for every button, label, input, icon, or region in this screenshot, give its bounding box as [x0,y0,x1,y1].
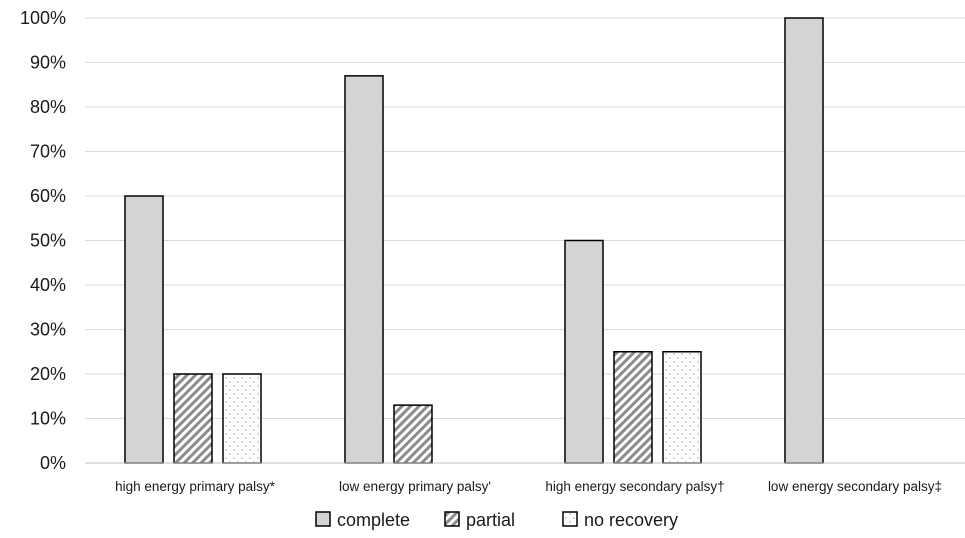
y-tick-label: 10% [30,409,66,429]
bar-complete-3 [564,239,604,464]
bar-complete-2 [344,75,384,464]
y-tick-label: 80% [30,97,66,117]
bar-complete-1 [124,195,164,464]
legend-swatch-complete [315,511,331,527]
legend-label: no recovery [584,510,678,530]
legend: complete partial no recovery [315,510,678,530]
y-tick-label: 50% [30,231,66,251]
y-axis: 0% 10% 20% 30% 40% 50% 60% 70% 80% 90% 100% [20,8,66,473]
legend-label: partial [466,510,515,530]
y-tick-label: 30% [30,320,66,340]
legend-swatch-no-recovery [562,511,578,527]
x-tick-label: high energy primary palsy* [115,479,276,494]
bar-no-recovery-1 [222,373,262,464]
bar-partial-1 [173,373,213,464]
x-axis: high energy primary palsy* low energy pri… [85,462,965,494]
y-tick-label: 60% [30,186,66,206]
y-tick-label: 0% [40,453,66,473]
bar-complete-4 [784,17,824,464]
gridlines [85,17,965,419]
bar-partial-3 [613,351,653,464]
x-tick-label: low energy primary palsy' [339,479,491,494]
y-tick-label: 40% [30,275,66,295]
y-tick-label: 100% [20,8,66,28]
y-tick-label: 20% [30,364,66,384]
x-tick-label: high energy secondary palsy† [545,479,724,494]
bar-partial-2 [393,404,433,464]
x-tick-label: low energy secondary palsy‡ [768,479,942,494]
y-tick-label: 90% [30,53,66,73]
bar-no-recovery-3 [662,351,702,464]
legend-swatch-partial [444,511,460,527]
legend-label: complete [337,510,410,530]
y-tick-label: 70% [30,142,66,162]
